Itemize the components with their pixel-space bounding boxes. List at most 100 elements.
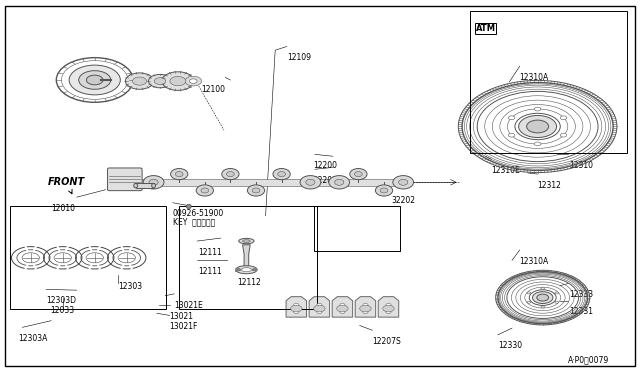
Text: 12200: 12200 [314,161,338,170]
Circle shape [555,301,559,303]
Circle shape [541,287,545,289]
Ellipse shape [152,183,156,188]
Text: 12010: 12010 [51,204,76,213]
Circle shape [518,115,557,138]
Circle shape [185,76,202,86]
Text: 12331: 12331 [570,307,594,316]
Ellipse shape [393,176,413,189]
Text: 00926-51900: 00926-51900 [173,209,224,218]
Ellipse shape [335,179,344,185]
Ellipse shape [329,176,349,189]
Text: 12200A: 12200A [314,176,343,185]
Ellipse shape [248,185,265,196]
Ellipse shape [175,171,183,177]
Circle shape [560,116,567,120]
Bar [141,179,410,186]
Circle shape [537,294,548,301]
Circle shape [363,311,368,314]
Bar [314,206,400,251]
Text: 12303D: 12303D [46,296,76,305]
Circle shape [527,120,548,133]
Text: 12310E: 12310E [492,166,520,175]
Ellipse shape [349,169,367,180]
Text: 12207S: 12207S [372,337,401,346]
Circle shape [383,305,394,312]
Ellipse shape [227,171,234,177]
Ellipse shape [273,169,291,180]
Text: 12111: 12111 [198,248,222,257]
Circle shape [252,269,256,271]
Circle shape [79,71,111,89]
Circle shape [337,305,348,312]
Circle shape [534,142,541,146]
Text: 12033: 12033 [51,306,75,315]
Circle shape [527,301,531,303]
Text: A·P0〉0079: A·P0〉0079 [568,356,609,365]
Circle shape [86,75,103,85]
Circle shape [386,303,391,306]
Circle shape [317,311,322,314]
Circle shape [189,79,197,83]
Text: 12310A: 12310A [520,257,549,266]
Circle shape [132,77,147,85]
Polygon shape [378,297,399,317]
Ellipse shape [186,204,191,209]
Ellipse shape [300,176,321,189]
Ellipse shape [241,268,252,272]
Circle shape [527,292,531,294]
Ellipse shape [239,238,254,244]
Circle shape [340,303,345,306]
Ellipse shape [143,176,164,189]
Polygon shape [355,297,376,317]
Circle shape [340,311,345,314]
Circle shape [154,78,166,84]
Text: 32202: 32202 [392,196,416,205]
Circle shape [294,303,299,306]
Ellipse shape [278,171,285,177]
Circle shape [363,303,368,306]
Ellipse shape [306,179,315,185]
Circle shape [69,65,120,95]
Circle shape [541,306,545,308]
Text: 12100: 12100 [201,85,225,94]
Ellipse shape [170,169,188,180]
Ellipse shape [134,183,138,188]
Text: 12112: 12112 [237,278,260,287]
Bar [136,183,154,188]
Ellipse shape [355,171,362,177]
Text: 13021: 13021 [170,312,194,321]
Ellipse shape [201,188,209,193]
Ellipse shape [399,179,408,185]
Circle shape [317,303,322,306]
Text: FRONT: FRONT [48,177,85,194]
Text: 12303: 12303 [118,282,143,291]
Circle shape [162,72,194,90]
Text: 12312: 12312 [538,181,561,190]
Polygon shape [332,297,353,317]
Circle shape [560,133,567,137]
Circle shape [294,311,299,314]
Text: 13021F: 13021F [170,322,198,331]
Circle shape [534,107,541,111]
Bar [470,11,627,153]
Ellipse shape [243,240,250,243]
Circle shape [237,269,241,271]
Ellipse shape [252,188,260,193]
Circle shape [360,305,371,312]
Ellipse shape [196,185,214,196]
Ellipse shape [380,188,388,193]
Circle shape [555,292,559,294]
Polygon shape [309,297,330,317]
Ellipse shape [149,179,158,185]
Bar [179,206,317,309]
Text: ATM: ATM [476,24,495,33]
FancyBboxPatch shape [108,168,142,190]
Text: 12333: 12333 [570,290,594,299]
Circle shape [508,133,515,137]
Text: 12303A: 12303A [18,334,47,343]
Text: 12330: 12330 [498,341,522,350]
Circle shape [314,305,325,312]
Circle shape [148,74,172,88]
Circle shape [170,77,186,86]
Circle shape [386,311,391,314]
